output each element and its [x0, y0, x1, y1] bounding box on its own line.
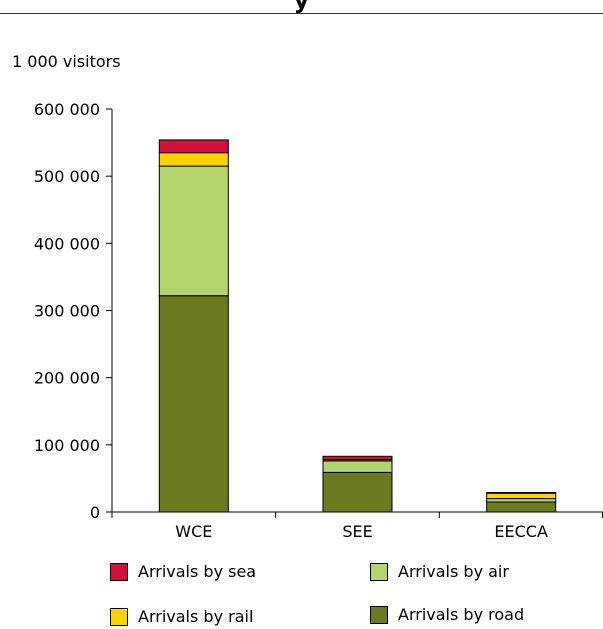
x-tick-label: WCE [175, 522, 212, 540]
bars-layer [158, 139, 557, 513]
bar-see-arrivals-by-road [322, 471, 393, 513]
legend-swatch [370, 606, 388, 624]
y-tick-label: 500 000 [34, 167, 100, 186]
legend-label: Arrivals by sea [138, 562, 257, 581]
chart-plot: 0 100 000 200 000 300 000 400 000 500 000 600 … [34, 100, 603, 540]
bar-wce-arrivals-by-sea [158, 139, 229, 154]
bar-eecca-arrivals-by-air [486, 498, 557, 503]
x-tick-label: EECCA [494, 522, 548, 540]
legend-label: Arrivals by rail [138, 607, 254, 626]
legend-label: Arrivals by air [398, 562, 509, 581]
bar-eecca-arrivals-by-sea [486, 492, 557, 494]
bar-see-arrivals-by-sea [322, 455, 393, 461]
legend-swatch [110, 608, 128, 626]
bar-wce-arrivals-by-air [158, 165, 229, 297]
y-tick-label: 600 000 [34, 100, 100, 119]
bar-eecca-arrivals-by-rail [486, 492, 557, 500]
y-axis-unit-label: 1 000 visitors [12, 52, 121, 71]
bar-wce-arrivals-by-rail [158, 152, 229, 167]
bar-wce-arrivals-by-road [158, 295, 229, 513]
y-tick-label: 200 000 [34, 369, 100, 388]
bar-eecca-arrivals-by-road [486, 501, 557, 513]
legend-label: Arrivals by road [398, 605, 525, 624]
legend-swatch [370, 563, 388, 581]
y-tick-label: 300 000 [34, 302, 100, 321]
y-tick-label: 100 000 [34, 436, 100, 455]
y-tick-label: 0 [90, 503, 100, 522]
bar-see-arrivals-by-air [322, 460, 393, 473]
x-tick-label: SEE [342, 522, 372, 540]
y-tick-label: 400 000 [34, 234, 100, 253]
title-divider [0, 13, 603, 14]
legend-swatch [110, 563, 128, 581]
axes-layer: 0 100 000 200 000 300 000 400 000 500 000 600 … [34, 100, 603, 540]
chart-title: y [293, 0, 310, 14]
